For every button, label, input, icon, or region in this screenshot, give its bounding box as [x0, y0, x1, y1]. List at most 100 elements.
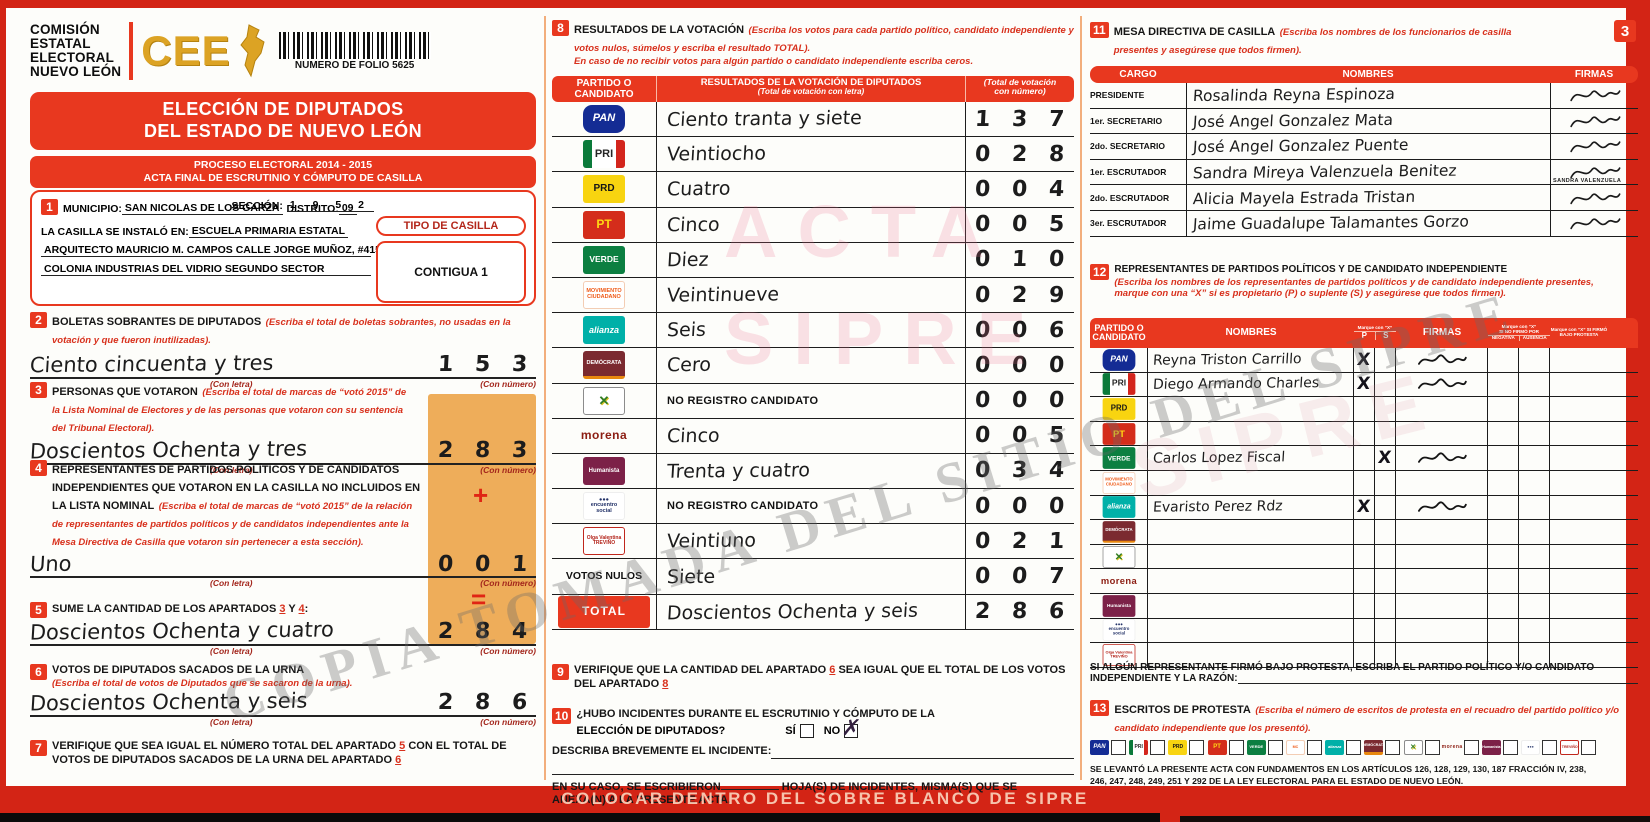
col-total-numero: (Total de votación con número): [983, 77, 1057, 97]
barcode: [278, 31, 431, 59]
protesta-cell: [1550, 397, 1608, 421]
section-4-badge: 4: [30, 460, 47, 476]
protest-logo-item: PRI: [1129, 740, 1166, 755]
protest-logo-item: ✕: [1403, 740, 1440, 755]
representantes-table-header: PARTIDO O CANDIDATO NOMBRES Marque con “X…: [1090, 318, 1638, 348]
protest-logo-item: alianza: [1325, 740, 1362, 755]
party-logo: alianza: [1102, 496, 1135, 519]
section-6-badge: 6: [30, 664, 47, 680]
party-logo: ✕: [583, 386, 625, 415]
negativa-cell: [1488, 520, 1519, 544]
firma-cell: [1550, 210, 1638, 236]
col-firmas: FIRMAS: [1574, 69, 1614, 80]
protest-logo-item: TREVIÑO: [1560, 740, 1597, 755]
section-5-suma: 5 SUME LA CANTIDAD DE LOS APARTADOS 3 Y …: [29, 602, 536, 656]
party-logo: PT: [1102, 422, 1135, 445]
equals-sign: =: [471, 584, 487, 614]
votes-with-letters: Ciento tranta y siete: [666, 107, 863, 132]
protesta-cell: [1550, 496, 1608, 520]
firma-cell: [1396, 348, 1488, 372]
party-logo: PT: [1207, 740, 1227, 755]
col-no-firmo: Marque con “X” SI NO FIRMÓ POR NEGATIVA AU…: [1488, 318, 1550, 348]
no-checkbox: ✗: [840, 716, 862, 741]
representante-row: PRI Diego Armando Charles X: [1090, 372, 1638, 398]
con-letra-label: (Con letra): [210, 578, 253, 588]
ausencia-cell: [1519, 470, 1550, 495]
result-row: Olga Valentina TREVIÑO Veintiuno 0 2 1: [552, 524, 1074, 560]
firma-cell: [1396, 643, 1488, 667]
party-logo: DEMÓCRATA: [583, 351, 625, 380]
ausencia-cell: [1519, 495, 1550, 520]
ausencia-cell: [1519, 348, 1550, 372]
con-letra-label: (Con letra): [210, 717, 253, 728]
party-logo: PAN: [583, 105, 625, 134]
section-9-verifique: 9 VERIFIQUE QUE LA CANTIDAD DEL APARTADO…: [552, 664, 1074, 692]
votes-with-numbers: 0 0 4: [974, 176, 1066, 202]
protest-logo-item: PAN: [1090, 740, 1126, 755]
section-11-title: MESA DIRECTIVA DE CASILLA: [1113, 26, 1276, 38]
party-logo: PRI: [1129, 740, 1149, 755]
tipo-label: TIPO DE CASILLA: [376, 216, 526, 236]
letterhead: COMISIÓN ESTATAL ELECTORAL NUEVO LEÓN CEE …: [30, 22, 536, 80]
protest-count-box: [1463, 740, 1479, 755]
funcionario-name: José Angel Gonzalez Puente: [1192, 136, 1409, 157]
party-logo: morena: [1100, 575, 1137, 587]
signature-icon: [1569, 192, 1620, 204]
election-title-line1: ELECCIÓN DE DIPUTADOS: [162, 99, 404, 119]
section-12-title: REPRESENTANTES DE PARTIDOS POLÍTICOS Y D…: [1114, 264, 1508, 275]
municipio-label: MUNICIPIO:: [63, 203, 122, 215]
mesa-table-body: PRESIDENTE Rosalinda Reyna Espinoza 1er.…: [1090, 83, 1638, 237]
ausencia-cell: [1519, 446, 1550, 470]
representante-name: Carlos Lopez Fiscal: [1152, 449, 1286, 467]
representante-name: Reyna Triston Carrillo: [1152, 351, 1303, 369]
section-6-instructions: (Escriba el total de votos de Diputados …: [52, 677, 353, 689]
folio-block: NUMERO DE FOLIO 5625: [278, 31, 431, 71]
signature-icon: [1569, 90, 1620, 102]
negativa-cell: [1488, 470, 1519, 495]
votes-with-numbers: 0 2 1: [974, 528, 1066, 554]
votes-with-numbers: 0 0 6: [974, 317, 1066, 343]
sobre-blanco-banner: COLOCAR DENTRO DEL SOBRE BLANCO DE SIPRE: [561, 789, 1089, 808]
section-2-badge: 2: [30, 312, 47, 328]
protest-count-box: [1189, 740, 1205, 755]
installed-value-1: ESCUELA PRIMARIA ESTATAL: [188, 225, 349, 238]
party-logo: MC: [1285, 740, 1305, 755]
representante-row: ✕: [1090, 544, 1638, 570]
cargo-label: PRESIDENTE: [1090, 90, 1145, 101]
negativa-cell: [1488, 446, 1519, 470]
con-numero-label: (Con número): [480, 578, 536, 588]
firma-cell: [1550, 185, 1638, 210]
representante-name: Evaristo Perez Rdz: [1152, 498, 1284, 517]
representantes-table-body: PAN Reyna Triston Carrillo X: [1090, 348, 1638, 668]
section-7-text: VERIFIQUE QUE SEA IGUAL EL NÚMERO TOTAL …: [52, 740, 507, 766]
col-partido: PARTIDO O CANDIDATO: [574, 78, 634, 100]
sec3-digits: 2 8 3: [437, 438, 529, 463]
results-table-header: PARTIDO O CANDIDATO RESULTADOS DE LA VOTA…: [552, 76, 1074, 102]
votes-with-numbers: 0 0 7: [974, 564, 1066, 590]
ausencia-cell: [1519, 397, 1550, 421]
con-letra-label: (Con letra): [210, 379, 253, 389]
con-letra-label: (Con letra): [210, 646, 253, 656]
party-logo: PRI: [583, 140, 625, 169]
section-1-casilla-info: 1 MUNICIPIO: SAN NICOLAS DE LOS GARZA DI…: [30, 190, 536, 306]
municipio-value: SAN NICOLAS DE LOS GARZA: [121, 202, 283, 215]
party-logo: TREVIÑO: [1560, 740, 1580, 755]
section-8-title: RESULTADOS DE LA VOTACIÓN: [574, 24, 745, 36]
ausencia-cell: [1519, 643, 1550, 667]
firma-cell: [1396, 569, 1488, 593]
mesa-row: 3er. ESCRUTADOR Jaime Guadalupe Talamant…: [1090, 210, 1638, 237]
representante-row: PT: [1090, 421, 1638, 447]
protest-note: SI ALGÚN REPRESENTANTE FIRMÓ BAJO PROTES…: [1090, 662, 1638, 684]
party-logo: VERDE: [1246, 740, 1266, 755]
representante-row: morena: [1090, 569, 1638, 594]
sec4-digits: 0 0 1: [437, 552, 529, 577]
seccion-value: 1 9 5 2: [286, 199, 374, 212]
votes-with-letters: Cinco: [666, 424, 721, 448]
org-name: COMISIÓN ESTATAL ELECTORAL NUEVO LEÓN: [30, 21, 122, 80]
ausencia-cell: [1519, 618, 1550, 643]
negativa-cell: [1488, 372, 1519, 397]
sec2-digits: 1 5 3: [437, 352, 529, 377]
negativa-cell: [1488, 348, 1519, 372]
funcionario-name: Sandra Mireya Valenzuela Benitez: [1192, 161, 1458, 183]
party-logo: ●●● encuentro social: [583, 492, 625, 521]
